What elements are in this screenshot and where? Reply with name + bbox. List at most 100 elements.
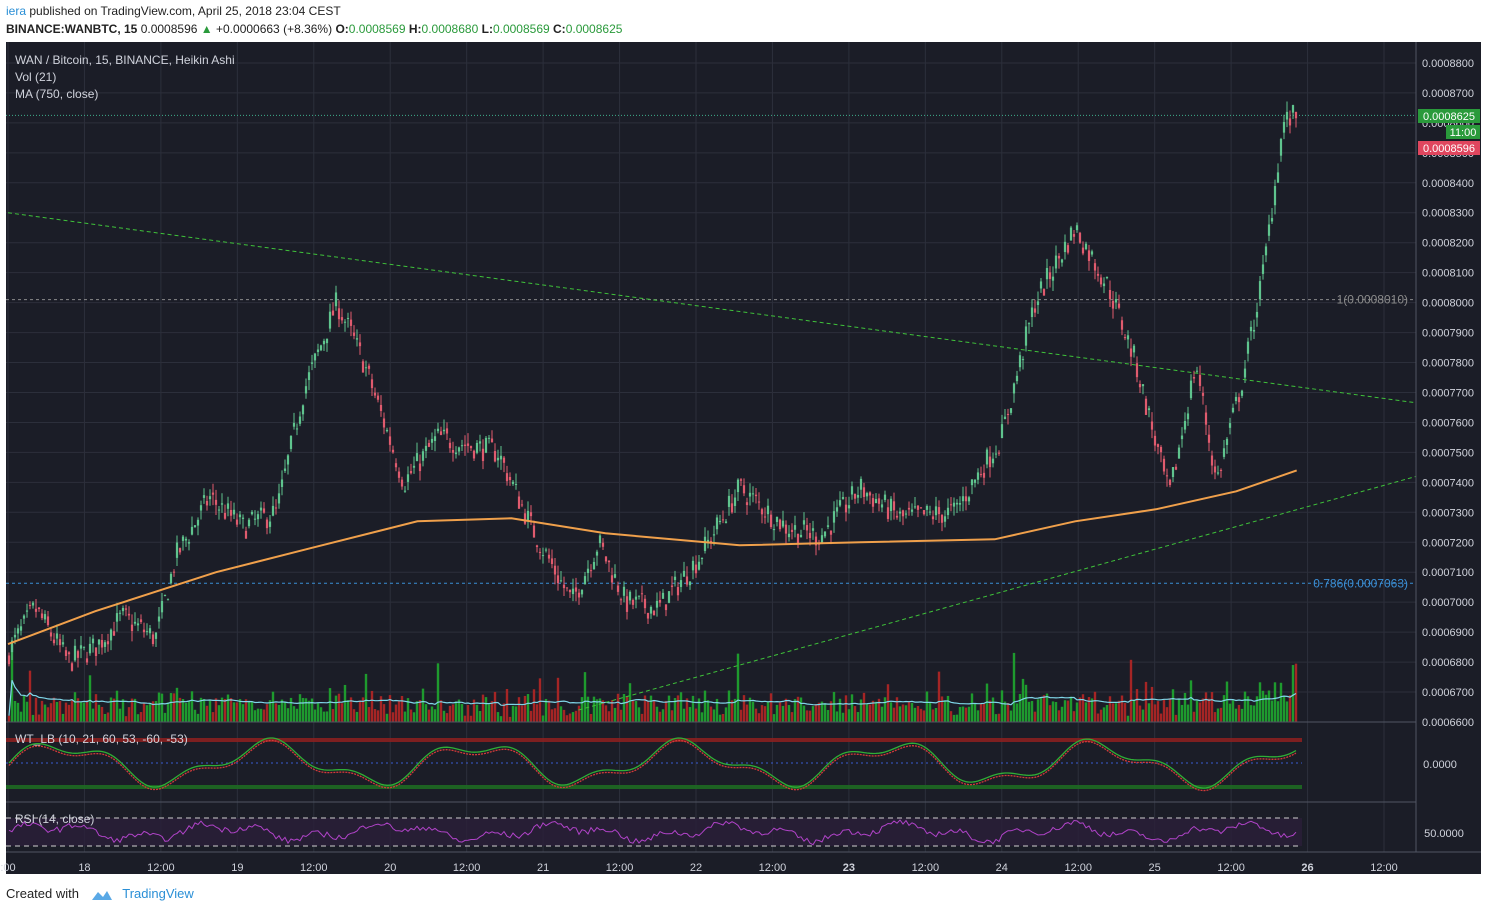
chart-panel — [6, 42, 1481, 874]
volume-bar — [493, 691, 497, 722]
candle-body — [811, 528, 815, 531]
price-axis-ticks: 0.00088000.00087000.00086000.00085000.00… — [1422, 58, 1474, 729]
volume-bar — [1024, 684, 1028, 722]
author-link[interactable]: iera — [6, 4, 27, 18]
candle-body — [1291, 105, 1295, 113]
candle-body — [1213, 466, 1217, 473]
candle-body — [526, 510, 530, 521]
candle-body — [748, 492, 752, 497]
volume-bar — [637, 707, 641, 722]
volume-bar — [607, 711, 611, 722]
volume-bar — [829, 701, 833, 722]
volume-bar — [847, 709, 851, 722]
volume-bar — [427, 709, 431, 722]
volume-bar — [883, 697, 887, 722]
volume-bar — [610, 700, 614, 722]
candle-body — [988, 456, 992, 468]
candle-body — [913, 506, 917, 508]
candle-body — [322, 340, 326, 345]
volume-bar — [529, 710, 533, 722]
price-tick-label: 0.0007600 — [1422, 417, 1474, 429]
volume-bar — [16, 702, 20, 722]
volume-bar — [982, 703, 986, 722]
volume-bar — [802, 705, 806, 722]
volume-bar — [1267, 690, 1271, 722]
candle-body — [481, 448, 485, 462]
tradingview-logo-icon — [91, 890, 112, 900]
candle-body — [397, 471, 401, 478]
candle-body — [1114, 299, 1118, 303]
volume-bar — [79, 701, 83, 722]
volume-bar — [1138, 705, 1142, 722]
volume-bar — [577, 705, 581, 722]
candle-body — [778, 519, 782, 530]
volume-bar — [1273, 682, 1277, 722]
volume-bar — [160, 693, 164, 722]
candle-body — [1159, 446, 1163, 453]
candle-body — [1111, 301, 1115, 309]
candle-body — [1000, 424, 1004, 439]
volume-bar — [658, 711, 662, 722]
candle-body — [286, 455, 290, 465]
candle-body — [715, 517, 719, 530]
volume-bar — [430, 706, 434, 722]
volume-bar — [1252, 705, 1256, 722]
candle-body — [55, 633, 59, 639]
volume-bar — [496, 712, 500, 722]
time-tick-label: 12:00 — [453, 862, 481, 874]
volume-bar — [1060, 706, 1064, 722]
candle-body — [997, 452, 1001, 454]
volume-bar — [844, 695, 848, 722]
volume-bar — [1111, 703, 1115, 722]
candle-body — [1240, 390, 1244, 396]
candle-body — [796, 533, 800, 544]
volume-bar — [874, 701, 878, 722]
candle-body — [724, 521, 728, 523]
candle-body — [115, 613, 119, 622]
candle-body — [505, 473, 509, 482]
volume-bar — [793, 699, 797, 722]
volume-bar — [73, 692, 77, 722]
volume-bar — [805, 710, 809, 722]
candle-body — [1285, 111, 1289, 120]
candle-body — [154, 632, 158, 639]
candle-body — [640, 593, 644, 595]
volume-bar — [967, 706, 971, 722]
candle-body — [670, 585, 674, 587]
volume-bar — [949, 711, 953, 722]
candle-body — [952, 502, 956, 507]
candle-body — [760, 509, 764, 515]
candle-body — [703, 536, 707, 551]
candle-body — [661, 592, 665, 599]
candle-body — [145, 631, 149, 633]
volume-bar — [193, 709, 197, 722]
chart-canvas[interactable]: 1(0.0008010) 0.786(0.0007063) 0.0008800 0.… — [0, 42, 1487, 880]
volume-bar — [538, 678, 542, 722]
volume-bar — [625, 696, 629, 722]
wt-oversold-band — [6, 785, 1302, 789]
volume-bar — [667, 695, 671, 722]
candle-body — [1204, 412, 1208, 425]
candle-body — [274, 507, 278, 509]
candle-body — [880, 504, 884, 508]
candle-body — [235, 519, 239, 525]
volume-bar — [247, 701, 251, 722]
volume-bar — [202, 698, 206, 722]
price-tick-label: 0.0007800 — [1422, 358, 1474, 370]
tradingview-brand[interactable]: TradingView — [122, 886, 194, 901]
volume-bar — [1054, 701, 1058, 722]
candle-body — [409, 470, 413, 474]
volume-bar — [1291, 665, 1295, 722]
volume-bar — [271, 691, 275, 722]
volume-bar — [787, 705, 791, 722]
candle-body — [1153, 435, 1157, 446]
volume-bar — [208, 700, 212, 722]
volume-bar — [376, 710, 380, 722]
volume-bar — [1042, 695, 1046, 722]
volume-bar — [904, 705, 908, 722]
candle-body — [1045, 268, 1049, 280]
volume-bar — [91, 708, 95, 722]
volume-bar — [1090, 698, 1094, 722]
volume-bar — [1081, 694, 1085, 722]
trendline — [578, 475, 1417, 711]
